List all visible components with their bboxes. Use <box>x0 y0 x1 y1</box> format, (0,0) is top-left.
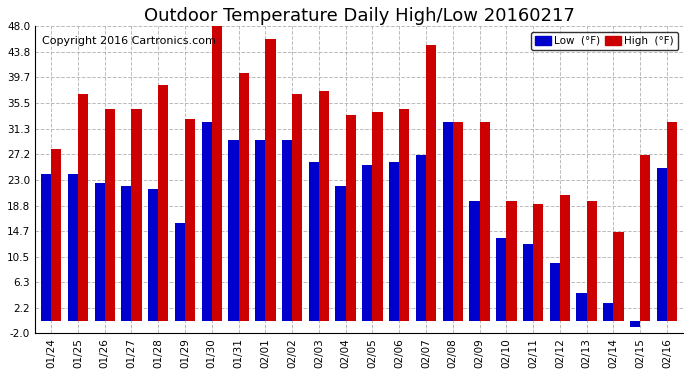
Bar <box>453 122 463 321</box>
Bar <box>239 72 248 321</box>
Bar <box>400 110 409 321</box>
Bar <box>480 122 490 321</box>
Bar <box>389 162 400 321</box>
Bar <box>105 110 115 321</box>
Bar <box>201 122 212 321</box>
Bar <box>657 168 667 321</box>
Bar <box>667 122 677 321</box>
Bar <box>282 140 292 321</box>
Bar <box>586 201 597 321</box>
Bar <box>560 195 570 321</box>
Bar <box>346 116 356 321</box>
Bar <box>469 201 480 321</box>
Bar <box>158 85 168 321</box>
Bar <box>550 263 560 321</box>
Bar <box>603 303 613 321</box>
Legend: Low  (°F), High  (°F): Low (°F), High (°F) <box>531 32 678 50</box>
Title: Outdoor Temperature Daily High/Low 20160217: Outdoor Temperature Daily High/Low 20160… <box>144 7 575 25</box>
Bar <box>523 244 533 321</box>
Bar <box>308 162 319 321</box>
Bar <box>148 189 158 321</box>
Bar <box>576 293 586 321</box>
Bar <box>228 140 239 321</box>
Bar <box>132 110 141 321</box>
Bar <box>175 223 185 321</box>
Bar <box>95 183 105 321</box>
Bar <box>496 238 506 321</box>
Bar <box>506 201 517 321</box>
Bar <box>68 174 78 321</box>
Bar <box>212 23 222 321</box>
Bar <box>533 204 543 321</box>
Bar <box>319 91 329 321</box>
Bar <box>335 186 346 321</box>
Bar <box>630 321 640 327</box>
Text: Copyright 2016 Cartronics.com: Copyright 2016 Cartronics.com <box>41 36 215 46</box>
Bar <box>51 149 61 321</box>
Bar <box>41 174 51 321</box>
Bar <box>121 186 132 321</box>
Bar <box>266 39 275 321</box>
Bar <box>78 94 88 321</box>
Bar <box>255 140 266 321</box>
Bar <box>426 45 436 321</box>
Bar <box>185 118 195 321</box>
Bar <box>442 122 453 321</box>
Bar <box>292 94 302 321</box>
Bar <box>613 232 624 321</box>
Bar <box>373 112 383 321</box>
Bar <box>416 155 426 321</box>
Bar <box>640 155 651 321</box>
Bar <box>362 165 373 321</box>
